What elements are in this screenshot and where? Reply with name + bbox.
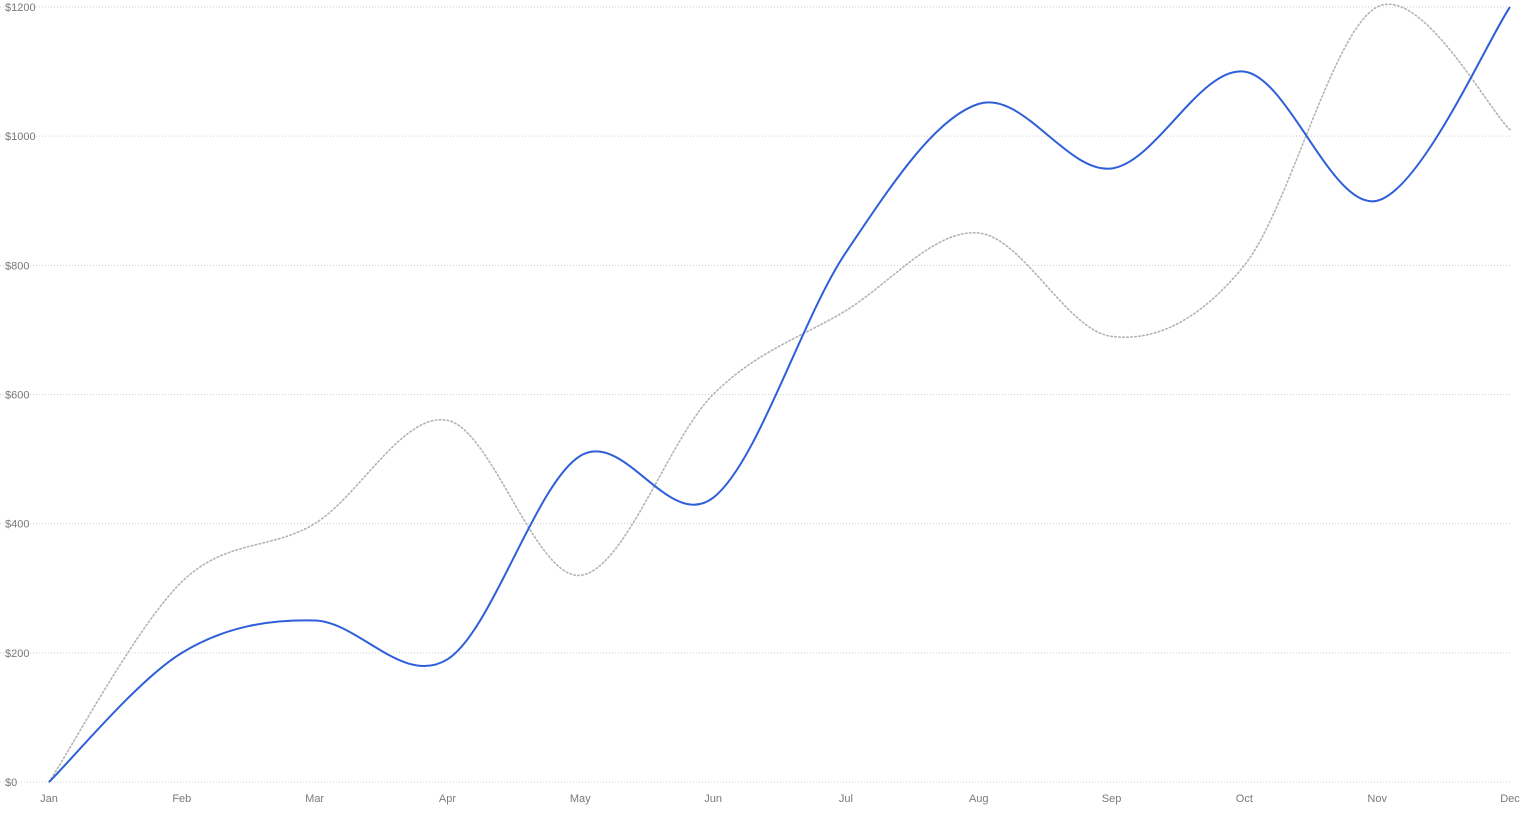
x-tick-label: Feb (172, 793, 191, 805)
y-tick-label: $1000 (5, 131, 36, 143)
y-tick-label: $400 (5, 519, 29, 531)
x-tick-label: Jul (839, 793, 853, 805)
x-tick-label: Dec (1500, 793, 1520, 805)
grid-layer (0, 6, 1510, 783)
y-axis-labels: $0 $200 $400 $600 $800 $1000 $1200 (5, 2, 36, 789)
y-tick-label: $600 (5, 390, 29, 402)
x-tick-label: Jan (40, 793, 58, 805)
x-tick-label: Sep (1102, 793, 1122, 805)
y-tick-label: $0 (5, 777, 17, 789)
x-tick-label: Apr (439, 793, 456, 805)
x-tick-label: May (570, 793, 591, 805)
primary-series-line (48, 6, 1511, 783)
x-tick-label: Jun (704, 793, 722, 805)
series-layer (48, 3, 1511, 783)
x-axis-labels: Jan Feb Mar Apr May Jun Jul Aug Sep Oct Nov Dec (40, 793, 1520, 805)
y-tick-label: $1200 (5, 2, 36, 14)
y-tick-label: $800 (5, 260, 29, 272)
x-tick-label: Aug (969, 793, 989, 805)
x-tick-label: Mar (305, 793, 324, 805)
x-tick-label: Nov (1367, 793, 1387, 805)
x-tick-label: Oct (1236, 793, 1253, 805)
y-tick-label: $200 (5, 648, 29, 660)
comparison-series-line (48, 3, 1511, 783)
